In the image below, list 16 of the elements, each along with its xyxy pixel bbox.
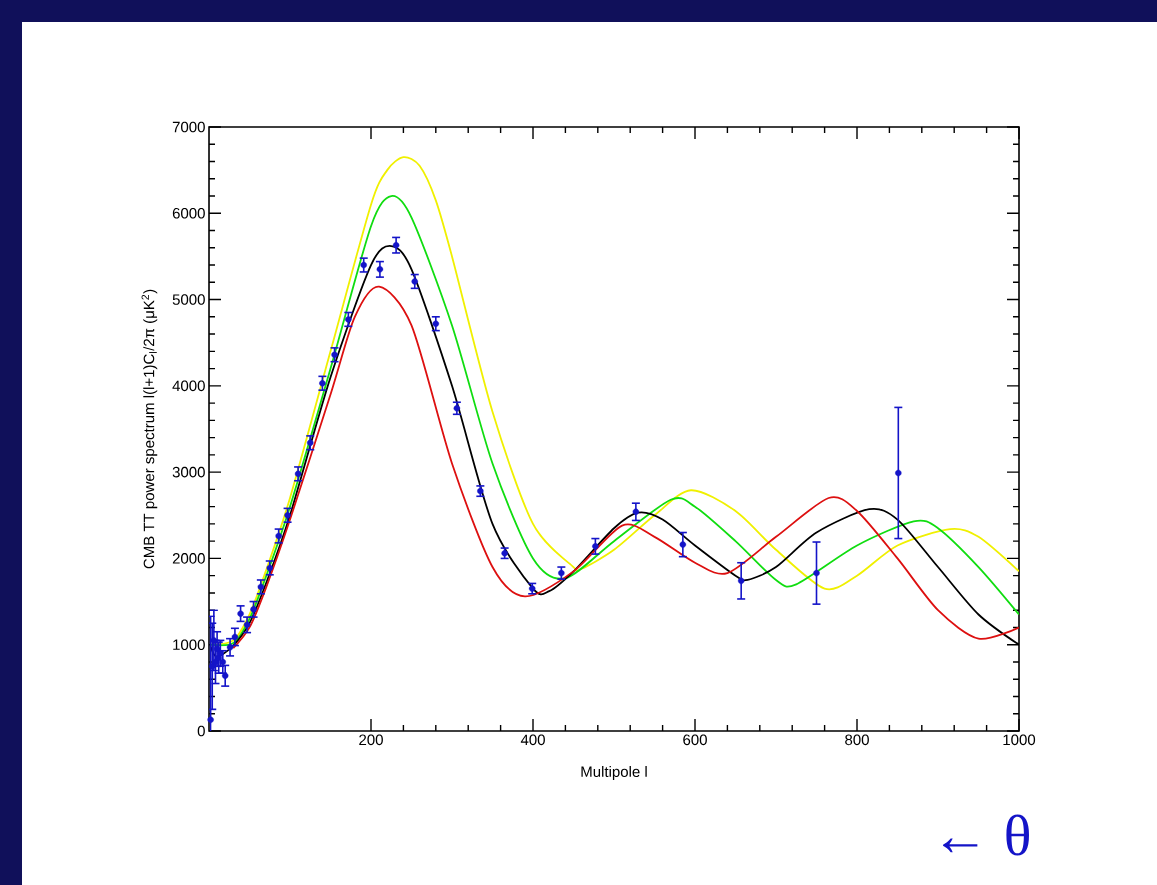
y-tick-label: 4000 <box>172 380 205 392</box>
x-tick-label: 400 <box>520 734 545 746</box>
y-tick-label: 7000 <box>172 121 205 133</box>
y-tick-label: 6000 <box>172 207 205 219</box>
y-tick-label: 2000 <box>172 553 205 564</box>
y-tick-label: 0 <box>197 725 205 737</box>
x-tick-label: 1000 <box>1003 734 1036 746</box>
y-tick-label: 1000 <box>173 639 205 650</box>
y-tick-label: 3000 <box>172 466 205 478</box>
x-tick-label: 800 <box>845 734 869 746</box>
y-tick-label: 5000 <box>172 294 205 305</box>
x-tick-label: 200 <box>359 734 383 746</box>
y-axis-title: CMB TT power spectrum l(l+1)C$_{l}$/2π (μK$^{2}$) <box>141 289 158 569</box>
x-tick-label: 600 <box>683 734 707 746</box>
x-axis-title: Multipole l <box>581 766 647 780</box>
text: ← θ <box>943 814 1029 856</box>
